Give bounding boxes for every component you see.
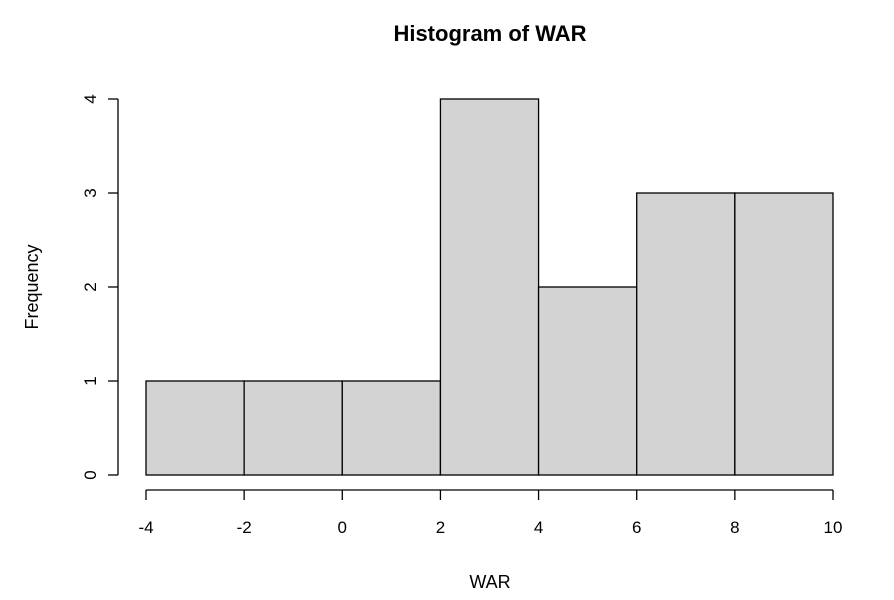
x-tick-label: -4 [138,518,153,537]
x-tick-label: 0 [338,518,347,537]
y-tick-label: 0 [81,470,100,479]
histogram-bar-1 [243,380,343,476]
x-tick-label: 2 [436,518,445,537]
x-axis: -4 -2 0 2 4 6 8 10 [138,489,843,537]
histogram-bar-4 [537,286,638,476]
histogram-bar-5 [636,192,736,476]
y-tick-label: 1 [81,376,100,385]
histogram-bar-0 [145,380,245,476]
histogram-bar-3 [439,98,540,476]
histogram-bar-2 [341,380,442,476]
y-tick-label: 2 [81,282,100,291]
y-axis-label: Frequency [22,244,42,329]
x-tick-label: 4 [534,518,543,537]
chart-title: Histogram of WAR [393,21,586,46]
y-axis: 0 1 2 3 4 [81,94,119,480]
y-tick-label: 3 [81,188,100,197]
x-tick-label: -2 [237,518,252,537]
histogram-bars [145,98,834,476]
x-tick-label: 10 [824,518,843,537]
x-tick-label: 8 [730,518,739,537]
histogram-bar-6 [734,192,834,476]
x-axis-label: WAR [469,572,510,592]
x-tick-label: 6 [632,518,641,537]
y-tick-label: 4 [81,94,100,103]
